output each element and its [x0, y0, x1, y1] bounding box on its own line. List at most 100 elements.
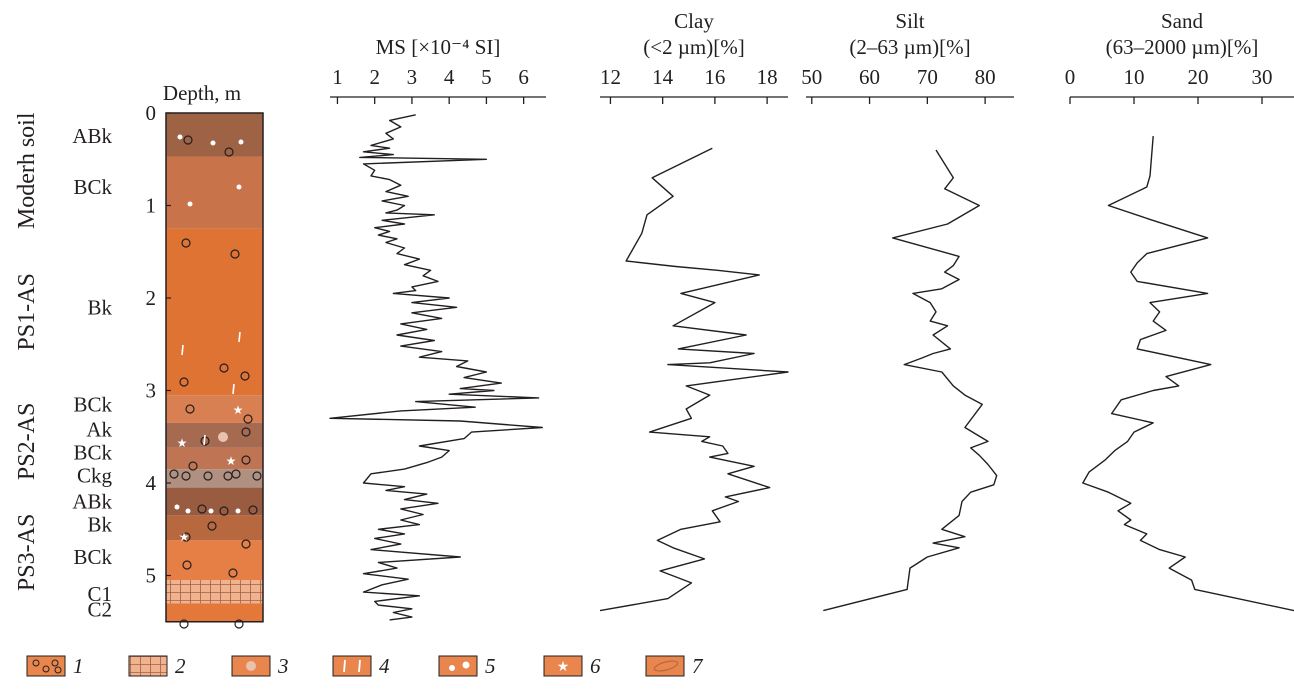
white-dot-symbol [238, 139, 244, 145]
white-dot-symbol [210, 140, 216, 146]
silt-panel: Silt(2–63 µm)[%] 50 60 70 80 [801, 9, 1014, 612]
legend-star-glyph: ★ [557, 659, 570, 675]
horizon-label: Bk [87, 295, 112, 319]
legend-swatch [543, 655, 583, 677]
sand-title-line1: Sand [1161, 9, 1204, 33]
nodule-symbol [230, 249, 240, 259]
nodule-symbol [252, 471, 262, 481]
sand-profile-line [1082, 136, 1294, 612]
unit-label: PS3-AS [14, 514, 40, 591]
legend-nodule-glyph [32, 659, 40, 667]
nodule-symbol [224, 147, 234, 157]
horizon-label: BCk [73, 440, 112, 464]
unit-label: PS1-AS [14, 273, 40, 350]
legend-number: 3 [277, 654, 289, 678]
legend-item-4: 4 [332, 654, 390, 678]
nodule-symbol [179, 619, 189, 629]
horizon-layer [166, 540, 263, 581]
depth-ticks: 0 1 2 3 4 5 [146, 101, 171, 588]
clay-title-line2: (<2 µm)[%] [643, 35, 745, 59]
ms-tick-label: 1 [332, 65, 343, 89]
clay-tick-label: 16 [704, 65, 725, 89]
horizon-layer [166, 447, 263, 470]
legend-number: 4 [379, 654, 390, 678]
white-dot-symbol [187, 201, 193, 207]
horizon-layer [166, 395, 263, 423]
legend-number: 7 [692, 654, 704, 678]
star-symbol: ★ [226, 454, 237, 468]
clay-tick-label: 14 [652, 65, 674, 89]
legend-item-6: ★ 6 [543, 654, 601, 678]
horizon-label: ABk [72, 124, 112, 148]
clay-tick-label: 18 [757, 65, 778, 89]
ms-tick-label: 5 [481, 65, 492, 89]
vein-symbol [238, 331, 241, 343]
silt-tick-label: 50 [801, 65, 822, 89]
horizon-label: C2 [87, 598, 112, 622]
horizon-label: BCk [73, 545, 112, 569]
legend-spot-glyph [246, 661, 256, 671]
horizon-label: Ak [86, 417, 112, 441]
krotovina-symbol [218, 432, 228, 442]
ms-panel: MS [×10⁻⁴ SI] 1 2 3 4 5 6 [329, 35, 546, 621]
column-frame [165, 112, 264, 623]
legend-item-2: 2 [128, 654, 186, 678]
ms-tick-label: 4 [444, 65, 455, 89]
nodule-symbol [219, 506, 229, 516]
column-symbols: ★ ★ ★ ★ [169, 134, 262, 629]
white-dot-symbol [208, 508, 214, 514]
clay-panel: Clay(<2 µm)[%] 12 14 16 18 [599, 9, 789, 612]
ms-tick-label: 6 [518, 65, 529, 89]
depth-tick-label: 3 [146, 379, 157, 403]
silt-profile-line [823, 149, 998, 612]
legend-swatch [332, 655, 372, 677]
nodule-symbol [181, 471, 191, 481]
nodule-symbol [241, 427, 251, 437]
sand-tick-label: 0 [1065, 65, 1076, 89]
unit-labels: Moderh soil PS1-AS PS2-AS PS3-AS [14, 112, 40, 591]
sand-tick-label: 20 [1188, 65, 1209, 89]
ms-profile-line [329, 114, 543, 621]
sand-tick-label: 10 [1124, 65, 1145, 89]
nodule-symbol [241, 455, 251, 465]
legend-vein-glyph [343, 659, 346, 673]
nodule-symbol [203, 471, 213, 481]
horizon-label: Ckg [77, 464, 113, 488]
legend-lens-glyph [653, 660, 679, 672]
depth-tick-label: 0 [146, 101, 157, 125]
horizon-layer [166, 113, 263, 157]
sand-title-line2: (63–2000 µm)[%] [1106, 35, 1259, 59]
depth-tick-label: 5 [146, 564, 157, 588]
nodule-symbol [240, 371, 250, 381]
depth-axis-title: Depth, m [163, 81, 241, 105]
star-symbol: ★ [233, 403, 244, 417]
horizon-layer [166, 487, 263, 516]
white-dot-symbol [236, 184, 242, 190]
clay-title-line1: Clay [674, 9, 714, 33]
laminated-layer [166, 580, 263, 604]
legend-item-1: 1 [26, 654, 84, 678]
nodule-symbol [181, 532, 191, 542]
legend-swatch [128, 655, 168, 677]
legend-nodule-glyph [54, 666, 62, 674]
white-dot-symbol [174, 504, 180, 510]
legend-number: 2 [175, 654, 186, 678]
white-dot-symbol [235, 508, 241, 514]
silt-tick-label: 70 [917, 65, 938, 89]
nodule-symbol [228, 568, 238, 578]
nodule-symbol [207, 521, 217, 531]
horizon-label: Bk [87, 513, 112, 537]
ms-title-line2: MS [×10⁻⁴ SI] [376, 35, 501, 59]
horizon-label: BCk [73, 392, 112, 416]
vein-symbol [232, 383, 235, 395]
horizon-layer [166, 603, 263, 622]
star-symbol: ★ [177, 436, 188, 450]
sand-panel: Sand(63–2000 µm)[%] 0 10 20 30 [1065, 9, 1294, 612]
depth-tick-label: 1 [146, 194, 157, 218]
nodule-symbol [248, 505, 258, 515]
nodule-symbol [231, 469, 241, 479]
